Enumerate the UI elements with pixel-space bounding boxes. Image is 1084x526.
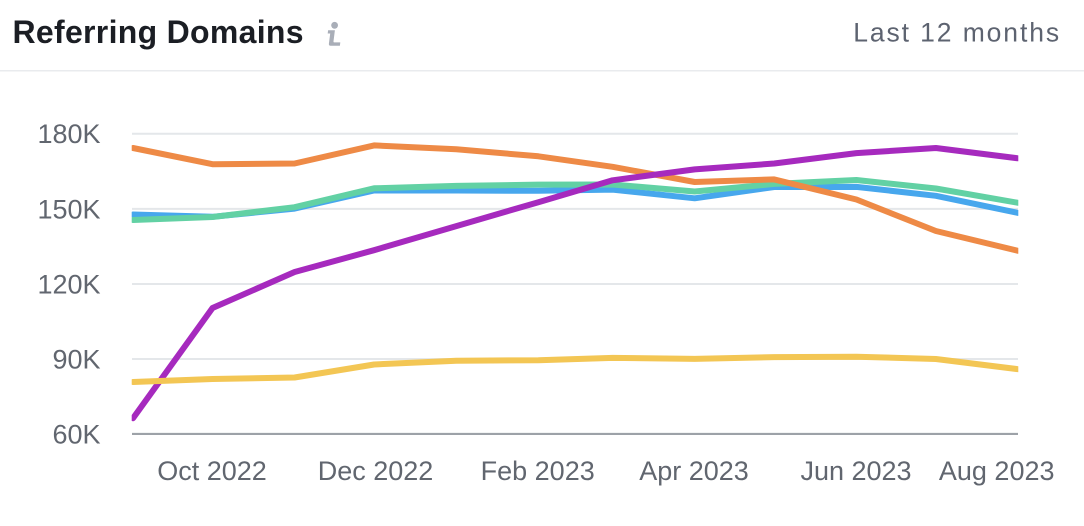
svg-text:90K: 90K [52, 344, 100, 374]
svg-text:Oct 2022: Oct 2022 [157, 456, 267, 486]
svg-text:Dec 2022: Dec 2022 [318, 456, 434, 486]
svg-text:120K: 120K [37, 269, 100, 299]
svg-text:Apr 2023: Apr 2023 [639, 456, 749, 486]
svg-text:180K: 180K [37, 119, 100, 149]
svg-text:60K: 60K [52, 420, 100, 450]
svg-text:Feb 2023: Feb 2023 [481, 456, 595, 486]
svg-text:150K: 150K [37, 194, 100, 224]
svg-text:Jun 2023: Jun 2023 [800, 456, 911, 486]
svg-text:Referring Domains: Referring Domains [13, 14, 304, 50]
svg-text:Last 12 months: Last 12 months [853, 18, 1061, 48]
svg-text:Aug 2023: Aug 2023 [939, 456, 1055, 486]
